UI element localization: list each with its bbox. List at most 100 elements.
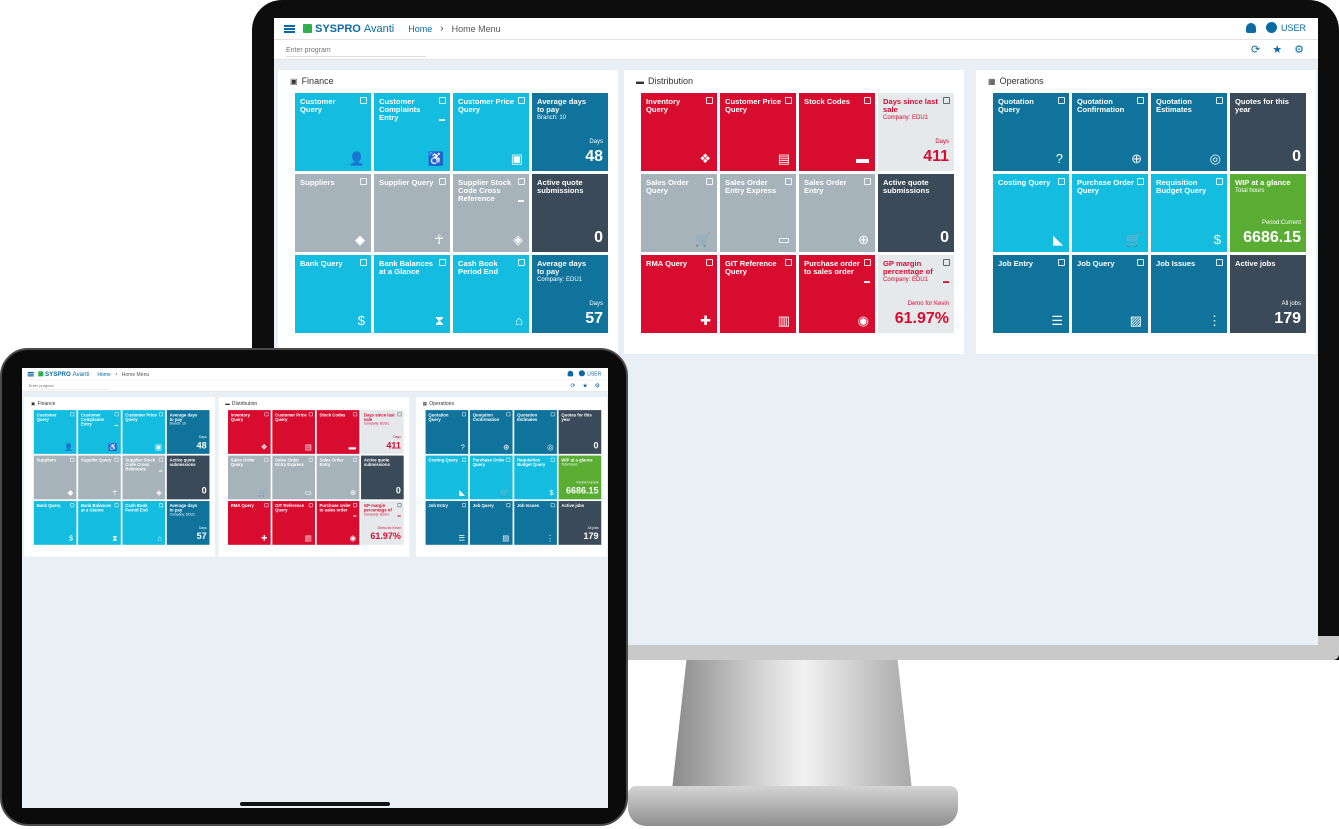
star-icon[interactable]: ★ <box>1272 44 1283 56</box>
open-in-icon[interactable] <box>1216 97 1223 104</box>
tile-supplier-query[interactable]: Supplier Query ☥ <box>374 174 450 252</box>
open-in-icon[interactable] <box>360 259 367 266</box>
open-in-icon[interactable] <box>1137 178 1144 185</box>
tile-purchase-order-query[interactable]: Purchase Order Query 🛒 <box>469 455 513 500</box>
open-in-icon[interactable] <box>397 503 402 508</box>
tile-job-entry[interactable]: Job Entry ☰ <box>993 255 1069 333</box>
tile-active-quote-submissions[interactable]: Active quote submissions 0 <box>361 455 404 500</box>
tile-cash-book-period-end[interactable]: Cash Book Period End ⌂ <box>453 255 529 333</box>
tile-purchase-order-query[interactable]: Purchase Order Query 🛒 <box>1072 174 1148 252</box>
more-icon[interactable]: ▬ <box>353 514 356 518</box>
open-in-icon[interactable] <box>506 503 511 508</box>
tile-quotation-confirmation[interactable]: Quotation Confirmation ⊕ <box>469 410 513 454</box>
open-in-icon[interactable] <box>864 178 871 185</box>
tile-purchase-order-to-sales-order[interactable]: Purchase order to sales order ▬ ◉ <box>316 501 360 545</box>
tile-average-days-to-pay[interactable]: Average days to pay Company: EDU1 Days 57 <box>532 255 608 333</box>
tile-purchase-order-to-sales-order[interactable]: Purchase order to sales order ▬ ◉ <box>799 255 875 333</box>
tile-bank-balances-at-a-glance[interactable]: Bank Balances at a Glance ⧗ <box>78 501 121 545</box>
tile-wip-at-a-glance[interactable]: WIP at a glance Total hours Period:Current… <box>1230 174 1306 252</box>
tile-quotes-for-this-year[interactable]: Quotes for this year 0 <box>558 410 602 454</box>
tile-wip-at-a-glance[interactable]: WIP at a glance Total hours Period:Current… <box>558 455 602 500</box>
breadcrumb-home[interactable]: Home <box>97 371 111 377</box>
open-in-icon[interactable] <box>706 259 713 266</box>
tile-gp-margin-percentage-of[interactable]: GP margin percentage of Company: EDU1 ▬ Dem… <box>878 255 954 333</box>
gear-icon[interactable]: ⚙ <box>594 382 601 390</box>
tile-requisition-budget-query[interactable]: Requisition Budget Query $ <box>514 455 557 500</box>
tile-sales-order-entry[interactable]: Sales Order Entry ⊕ <box>799 174 875 252</box>
open-in-icon[interactable] <box>506 457 511 462</box>
open-in-icon[interactable] <box>550 412 555 417</box>
open-in-icon[interactable] <box>158 503 163 508</box>
bell-icon[interactable] <box>567 370 574 377</box>
tile-customer-complaints-entry[interactable]: Customer Complaints Entry ▬ ♿ <box>78 410 121 454</box>
tile-quotation-query[interactable]: Quotation Query? <box>425 410 469 454</box>
tile-stock-codes[interactable]: Stock Codes ▬ <box>316 410 360 454</box>
open-in-icon[interactable] <box>158 457 163 462</box>
open-in-icon[interactable] <box>864 259 871 266</box>
bell-icon[interactable] <box>1245 22 1256 33</box>
tile-customer-price-query[interactable]: Customer Price Query ▤ <box>272 410 315 454</box>
open-in-icon[interactable] <box>353 503 358 508</box>
tile-quotation-estimates[interactable]: Quotation Estimates ◎ <box>514 410 557 454</box>
refresh-icon[interactable]: ⟳ <box>1251 44 1261 56</box>
open-in-icon[interactable] <box>785 178 792 185</box>
open-in-icon[interactable] <box>264 412 269 417</box>
open-in-icon[interactable] <box>943 259 950 266</box>
tile-supplier-stock-code-cross-reference[interactable]: Supplier Stock Code Cross Reference ▬ ◈ <box>122 455 166 500</box>
tile-sales-order-entry-express[interactable]: Sales Order Entry Express ▭ <box>272 455 315 500</box>
open-in-icon[interactable] <box>462 457 466 462</box>
open-in-icon[interactable] <box>518 259 525 266</box>
tile-rma-query[interactable]: RMA Query ✚ <box>227 501 271 545</box>
tile-supplier-stock-code-cross-reference[interactable]: Supplier Stock Code Cross Reference ▬ ◈ <box>453 174 529 252</box>
open-in-icon[interactable] <box>308 457 313 462</box>
open-in-icon[interactable] <box>1058 259 1065 266</box>
open-in-icon[interactable] <box>353 457 358 462</box>
open-in-icon[interactable] <box>353 412 358 417</box>
open-in-icon[interactable] <box>308 503 313 508</box>
tile-active-quote-submissions[interactable]: Active quote submissions 0 <box>532 174 608 252</box>
tile-bank-query[interactable]: Bank Query $ <box>33 501 77 545</box>
tile-customer-price-query[interactable]: Customer Price Query ▣ <box>453 93 529 171</box>
open-in-icon[interactable] <box>158 412 163 417</box>
open-in-icon[interactable] <box>1137 97 1144 104</box>
open-in-icon[interactable] <box>360 178 367 185</box>
more-icon[interactable]: ▬ <box>943 279 949 285</box>
user-icon[interactable] <box>1265 22 1277 33</box>
open-in-icon[interactable] <box>70 412 75 417</box>
tile-customer-price-query[interactable]: Customer Price Query ▤ <box>720 93 796 171</box>
tile-average-days-to-pay[interactable]: Average days to pay Branch: 10 Days 48 <box>532 93 608 171</box>
tile-customer-price-query[interactable]: Customer Price Query ▣ <box>122 410 166 454</box>
more-icon[interactable]: ▬ <box>114 423 118 427</box>
more-icon[interactable]: ▬ <box>397 514 401 518</box>
open-in-icon[interactable] <box>360 97 367 104</box>
open-in-icon[interactable] <box>439 97 446 104</box>
open-in-icon[interactable] <box>518 97 525 104</box>
more-icon[interactable]: ▬ <box>864 279 870 285</box>
tile-sales-order-query[interactable]: Sales Order Query 🛒 <box>227 455 271 500</box>
tile-sales-order-query[interactable]: Sales Order Query 🛒 <box>641 174 717 252</box>
tile-costing-query[interactable]: Costing Query ◣ <box>425 455 469 500</box>
menu-icon[interactable] <box>284 24 295 33</box>
tile-sales-order-entry[interactable]: Sales Order Entry ⊕ <box>316 455 360 500</box>
tile-quotation-query[interactable]: Quotation Query? <box>993 93 1069 171</box>
open-in-icon[interactable] <box>70 503 75 508</box>
open-in-icon[interactable] <box>439 259 446 266</box>
refresh-icon[interactable]: ⟳ <box>570 382 576 390</box>
open-in-icon[interactable] <box>462 412 466 417</box>
tile-suppliers[interactable]: Suppliers ◆ <box>295 174 371 252</box>
open-in-icon[interactable] <box>397 412 402 417</box>
tile-cash-book-period-end[interactable]: Cash Book Period End ⌂ <box>122 501 166 545</box>
enter-program-input[interactable] <box>28 382 108 390</box>
menu-icon[interactable] <box>27 371 34 377</box>
open-in-icon[interactable] <box>506 412 511 417</box>
tile-quotes-for-this-year[interactable]: Quotes for this year 0 <box>1230 93 1306 171</box>
open-in-icon[interactable] <box>706 178 713 185</box>
tile-active-jobs[interactable]: Active jobs All jobs 179 <box>1230 255 1306 333</box>
open-in-icon[interactable] <box>550 457 555 462</box>
open-in-icon[interactable] <box>1216 259 1223 266</box>
open-in-icon[interactable] <box>785 97 792 104</box>
breadcrumb-home[interactable]: Home <box>408 23 433 34</box>
tile-supplier-query[interactable]: Supplier Query ☥ <box>78 455 121 500</box>
open-in-icon[interactable] <box>70 457 75 462</box>
tile-job-issues[interactable]: Job Issues ⋮ <box>514 501 557 545</box>
